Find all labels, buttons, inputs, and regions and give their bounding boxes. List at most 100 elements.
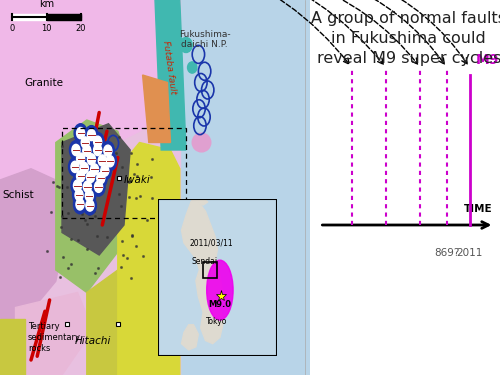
Point <box>133 161 141 167</box>
Polygon shape <box>191 199 208 205</box>
Ellipse shape <box>76 199 84 210</box>
Ellipse shape <box>180 38 192 52</box>
Text: Iwaki: Iwaki <box>124 175 151 185</box>
Ellipse shape <box>86 171 94 183</box>
Point <box>127 150 135 156</box>
Ellipse shape <box>85 190 94 201</box>
Polygon shape <box>87 270 155 375</box>
Point <box>63 184 71 190</box>
Ellipse shape <box>94 181 102 192</box>
Point <box>93 170 101 176</box>
Ellipse shape <box>94 144 102 156</box>
Point <box>133 173 141 179</box>
Point <box>148 195 156 201</box>
Ellipse shape <box>74 180 82 191</box>
Point <box>90 270 98 276</box>
Text: 2011: 2011 <box>456 248 483 258</box>
Point <box>92 165 100 171</box>
Point <box>112 150 120 156</box>
Point <box>48 209 56 215</box>
Text: Schist: Schist <box>3 190 34 200</box>
Ellipse shape <box>74 124 87 142</box>
Point <box>59 254 67 260</box>
Ellipse shape <box>192 133 211 152</box>
Polygon shape <box>0 0 180 206</box>
Point <box>67 236 75 242</box>
Ellipse shape <box>88 129 96 141</box>
Point <box>136 194 143 200</box>
Ellipse shape <box>91 132 104 151</box>
Ellipse shape <box>70 141 82 159</box>
Ellipse shape <box>80 162 88 174</box>
Point <box>125 178 133 184</box>
Ellipse shape <box>68 158 82 176</box>
Point <box>74 237 82 243</box>
Point <box>90 142 98 148</box>
Ellipse shape <box>83 186 96 205</box>
Point <box>127 275 135 281</box>
Point <box>82 246 90 252</box>
Ellipse shape <box>80 141 94 160</box>
Point <box>56 224 64 230</box>
Ellipse shape <box>90 164 98 175</box>
Point <box>44 248 52 254</box>
Ellipse shape <box>94 136 102 147</box>
Text: Futaba fault: Futaba fault <box>160 40 177 95</box>
Point <box>128 232 136 238</box>
Point <box>114 191 122 197</box>
Point <box>55 184 63 190</box>
Text: Tertiary
sedimentary
rocks: Tertiary sedimentary rocks <box>28 322 81 353</box>
Text: M9.0: M9.0 <box>208 300 232 309</box>
Ellipse shape <box>88 154 96 165</box>
Point <box>124 255 132 261</box>
Ellipse shape <box>83 145 91 156</box>
Point <box>82 221 90 227</box>
Point <box>130 171 138 177</box>
Bar <box>203 262 218 278</box>
Ellipse shape <box>76 171 84 182</box>
Point <box>116 264 124 270</box>
Ellipse shape <box>71 176 84 195</box>
Point <box>118 238 126 244</box>
Text: 869?: 869? <box>434 248 460 258</box>
Point <box>52 183 60 189</box>
Ellipse shape <box>101 165 109 176</box>
Point <box>118 164 126 170</box>
Polygon shape <box>182 325 198 350</box>
Ellipse shape <box>96 172 105 184</box>
Point <box>126 178 134 184</box>
Point <box>67 261 75 267</box>
Polygon shape <box>155 0 186 150</box>
Ellipse shape <box>96 151 109 170</box>
Text: 0: 0 <box>10 24 15 33</box>
Ellipse shape <box>91 141 104 159</box>
Ellipse shape <box>71 161 79 172</box>
Text: Granite: Granite <box>24 78 63 87</box>
Ellipse shape <box>74 195 86 214</box>
Ellipse shape <box>92 177 105 196</box>
Point <box>56 274 64 280</box>
Ellipse shape <box>84 196 96 215</box>
Point <box>132 195 140 201</box>
Ellipse shape <box>76 128 84 139</box>
Ellipse shape <box>188 62 197 73</box>
Ellipse shape <box>98 161 112 180</box>
Text: 10: 10 <box>41 24 52 33</box>
Ellipse shape <box>206 260 233 320</box>
Point <box>64 210 72 216</box>
Ellipse shape <box>102 141 114 160</box>
Ellipse shape <box>72 186 86 204</box>
Ellipse shape <box>78 133 92 152</box>
Ellipse shape <box>104 145 112 156</box>
Point <box>115 134 123 140</box>
Polygon shape <box>62 124 130 255</box>
Text: Fukushima-
daichi N.P.: Fukushima- daichi N.P. <box>179 30 231 50</box>
Point <box>102 234 110 240</box>
Polygon shape <box>16 292 93 375</box>
Point <box>111 160 119 166</box>
Ellipse shape <box>74 167 87 186</box>
Point <box>76 133 84 139</box>
Ellipse shape <box>98 155 106 166</box>
Point <box>128 232 136 238</box>
Text: TIME: TIME <box>464 204 492 214</box>
